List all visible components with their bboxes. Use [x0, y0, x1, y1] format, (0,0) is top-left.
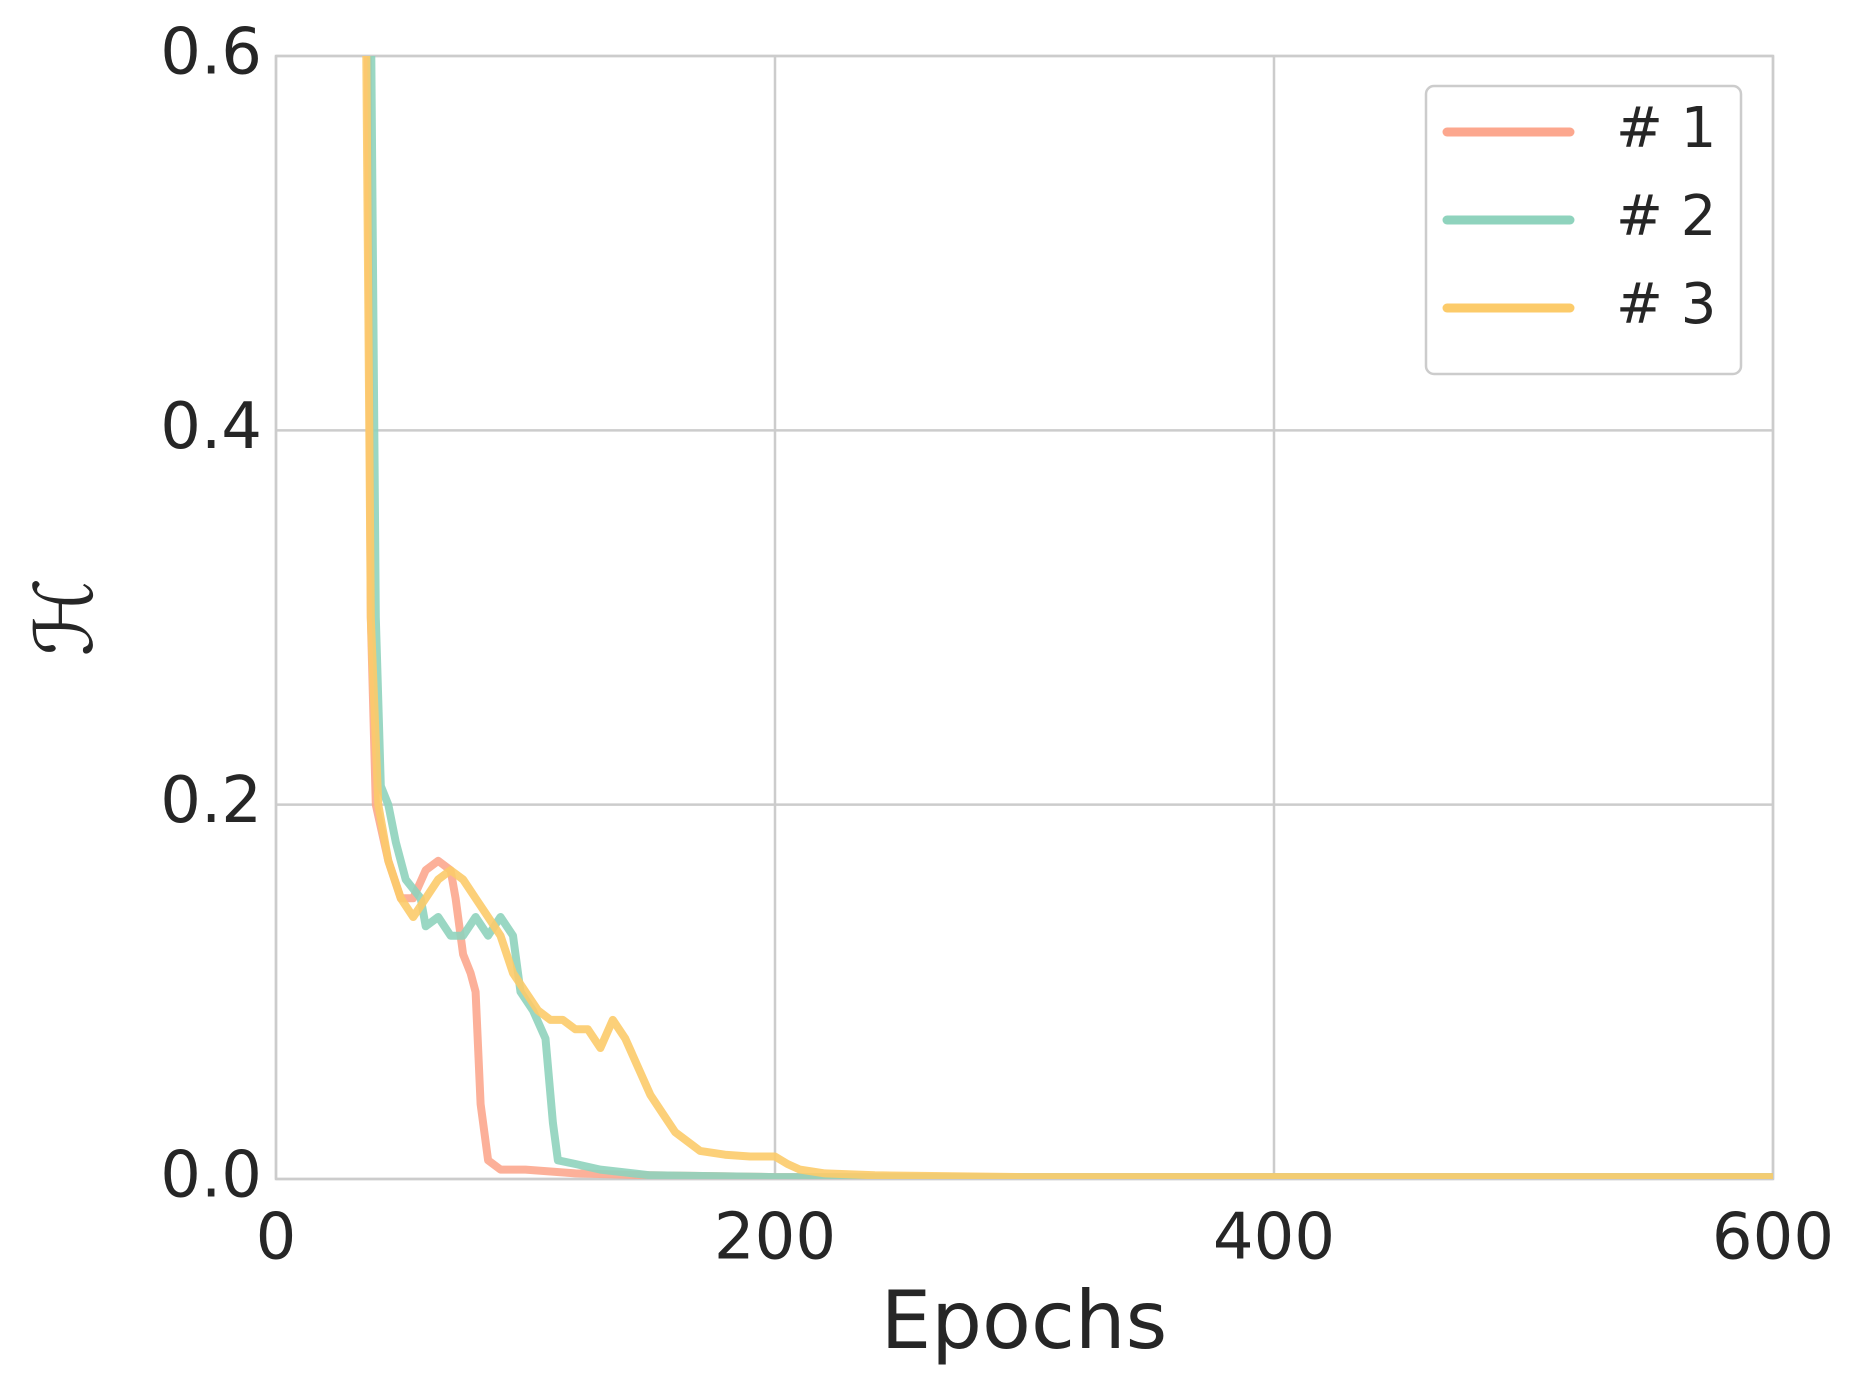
- y-tick-label: 0.0: [160, 1139, 262, 1213]
- x-tick-label: 600: [1712, 1201, 1834, 1275]
- y-tick-label: 0.2: [160, 764, 262, 838]
- x-tick-label: 200: [714, 1201, 836, 1275]
- plot-lines: [362, 56, 1773, 1179]
- data-line: [362, 56, 1773, 1179]
- legend-label: # 1: [1616, 96, 1716, 161]
- y-tick-label: 0.4: [160, 390, 262, 464]
- y-axis-label: ℋ: [18, 577, 111, 656]
- x-axis-label: Epochs: [881, 1274, 1168, 1367]
- x-tick-label: 400: [1213, 1201, 1335, 1275]
- y-tick-label: 0.6: [160, 16, 262, 90]
- legend-label: # 2: [1616, 184, 1716, 249]
- x-tick-label: 0: [256, 1201, 297, 1275]
- legend-box: [1424, 84, 1743, 376]
- data-line: [367, 56, 1773, 1179]
- legend-label: # 3: [1616, 272, 1716, 337]
